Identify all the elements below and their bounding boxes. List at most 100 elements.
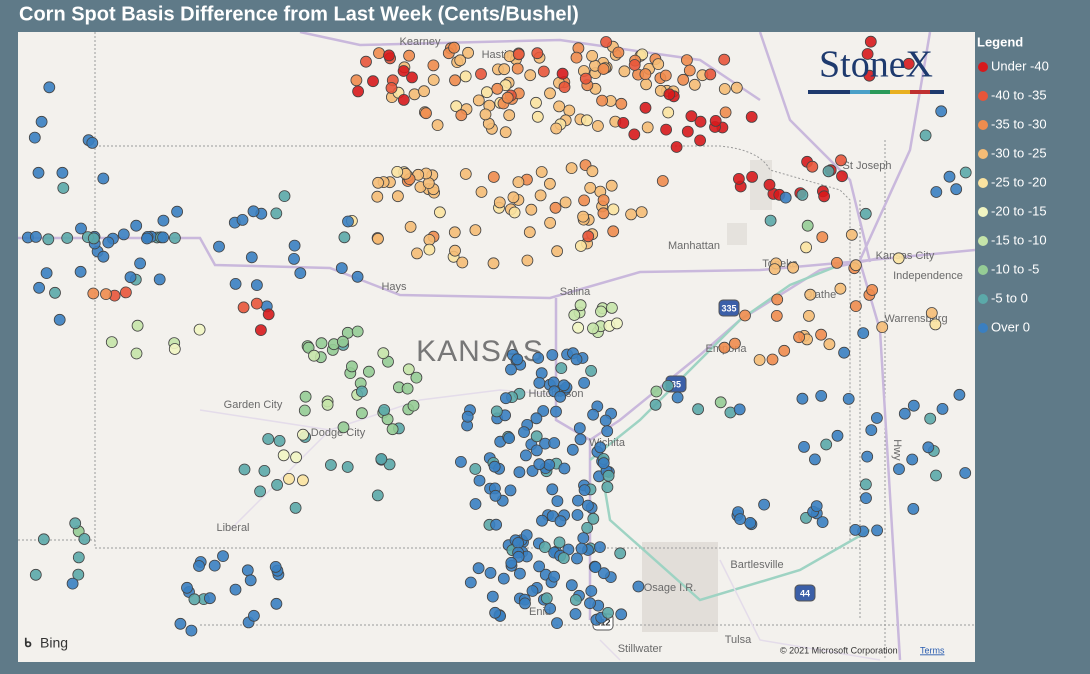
- data-point[interactable]: [845, 228, 858, 241]
- legend-item[interactable]: -35 to -30: [978, 116, 1047, 131]
- data-point[interactable]: [56, 166, 69, 179]
- data-point[interactable]: [105, 336, 118, 349]
- data-point[interactable]: [718, 83, 731, 95]
- data-point[interactable]: [375, 453, 388, 465]
- data-point[interactable]: [100, 288, 112, 301]
- data-point[interactable]: [518, 426, 530, 439]
- data-point[interactable]: [551, 245, 563, 258]
- data-point[interactable]: [692, 403, 704, 416]
- data-point[interactable]: [241, 564, 254, 577]
- data-point[interactable]: [401, 382, 414, 395]
- data-point[interactable]: [578, 484, 591, 497]
- data-point[interactable]: [771, 293, 784, 306]
- data-point[interactable]: [372, 176, 385, 189]
- data-point[interactable]: [555, 362, 568, 375]
- data-point[interactable]: [876, 321, 889, 334]
- data-point[interactable]: [572, 494, 584, 507]
- data-point[interactable]: [469, 224, 482, 237]
- data-point[interactable]: [524, 69, 537, 82]
- data-point[interactable]: [753, 354, 766, 366]
- data-point[interactable]: [640, 78, 652, 91]
- data-point[interactable]: [925, 307, 938, 319]
- data-point[interactable]: [565, 162, 578, 175]
- data-point[interactable]: [66, 577, 79, 590]
- data-point[interactable]: [537, 65, 550, 78]
- data-point[interactable]: [930, 186, 943, 198]
- data-point[interactable]: [587, 512, 600, 525]
- data-point[interactable]: [763, 178, 776, 191]
- data-point[interactable]: [525, 203, 538, 216]
- data-point[interactable]: [335, 262, 348, 275]
- data-point[interactable]: [360, 55, 372, 68]
- data-point[interactable]: [193, 560, 205, 572]
- data-point[interactable]: [810, 500, 823, 513]
- data-point[interactable]: [479, 108, 492, 121]
- data-point[interactable]: [718, 341, 731, 354]
- data-point[interactable]: [611, 317, 623, 330]
- data-point[interactable]: [117, 228, 130, 241]
- data-point[interactable]: [120, 286, 132, 299]
- data-point[interactable]: [131, 319, 144, 332]
- data-point[interactable]: [355, 407, 368, 420]
- data-point[interactable]: [238, 463, 251, 476]
- data-point[interactable]: [513, 466, 526, 479]
- data-point[interactable]: [919, 129, 932, 142]
- data-point[interactable]: [459, 70, 472, 83]
- data-point[interactable]: [570, 594, 582, 606]
- data-point[interactable]: [247, 205, 260, 218]
- data-point[interactable]: [501, 91, 514, 104]
- data-point[interactable]: [43, 81, 56, 94]
- data-point[interactable]: [589, 561, 602, 573]
- data-point[interactable]: [530, 96, 542, 109]
- data-point[interactable]: [511, 353, 524, 366]
- data-point[interactable]: [820, 438, 833, 451]
- legend-item[interactable]: Over 0: [978, 319, 1030, 334]
- data-point[interactable]: [490, 405, 503, 418]
- data-point[interactable]: [69, 517, 82, 530]
- data-point[interactable]: [570, 353, 583, 366]
- data-point[interactable]: [324, 459, 337, 471]
- data-point[interactable]: [549, 201, 562, 214]
- data-point[interactable]: [134, 257, 147, 270]
- data-point[interactable]: [308, 349, 320, 362]
- data-point[interactable]: [585, 585, 598, 597]
- data-point[interactable]: [597, 207, 610, 220]
- data-point[interactable]: [930, 469, 942, 482]
- data-point[interactable]: [822, 165, 835, 178]
- data-point[interactable]: [487, 171, 500, 183]
- data-point[interactable]: [450, 100, 463, 113]
- data-point[interactable]: [662, 379, 674, 392]
- data-point[interactable]: [924, 412, 937, 425]
- data-point[interactable]: [796, 188, 809, 201]
- data-point[interactable]: [345, 360, 358, 373]
- data-point[interactable]: [498, 63, 511, 76]
- data-point[interactable]: [670, 141, 683, 153]
- data-point[interactable]: [793, 331, 805, 344]
- data-point[interactable]: [709, 115, 722, 127]
- data-point[interactable]: [427, 74, 440, 86]
- data-point[interactable]: [473, 474, 486, 487]
- data-point[interactable]: [75, 222, 87, 235]
- data-point[interactable]: [734, 513, 746, 525]
- data-point[interactable]: [499, 126, 512, 139]
- data-point[interactable]: [386, 423, 399, 436]
- data-point[interactable]: [694, 134, 706, 147]
- data-point[interactable]: [503, 432, 516, 445]
- data-point[interactable]: [273, 434, 286, 447]
- data-point[interactable]: [461, 410, 474, 423]
- data-point[interactable]: [892, 252, 905, 265]
- data-point[interactable]: [475, 68, 487, 80]
- data-point[interactable]: [141, 232, 153, 245]
- data-point[interactable]: [404, 220, 417, 233]
- data-point[interactable]: [464, 576, 477, 589]
- data-point[interactable]: [505, 363, 517, 376]
- data-point[interactable]: [262, 308, 275, 321]
- terms-link[interactable]: Terms: [920, 645, 945, 655]
- legend-item[interactable]: -10 to -5: [978, 261, 1039, 276]
- data-point[interactable]: [554, 515, 567, 528]
- data-point[interactable]: [72, 551, 85, 564]
- data-point[interactable]: [290, 451, 303, 464]
- data-point[interactable]: [288, 252, 300, 265]
- data-point[interactable]: [831, 429, 844, 442]
- data-point[interactable]: [410, 371, 423, 384]
